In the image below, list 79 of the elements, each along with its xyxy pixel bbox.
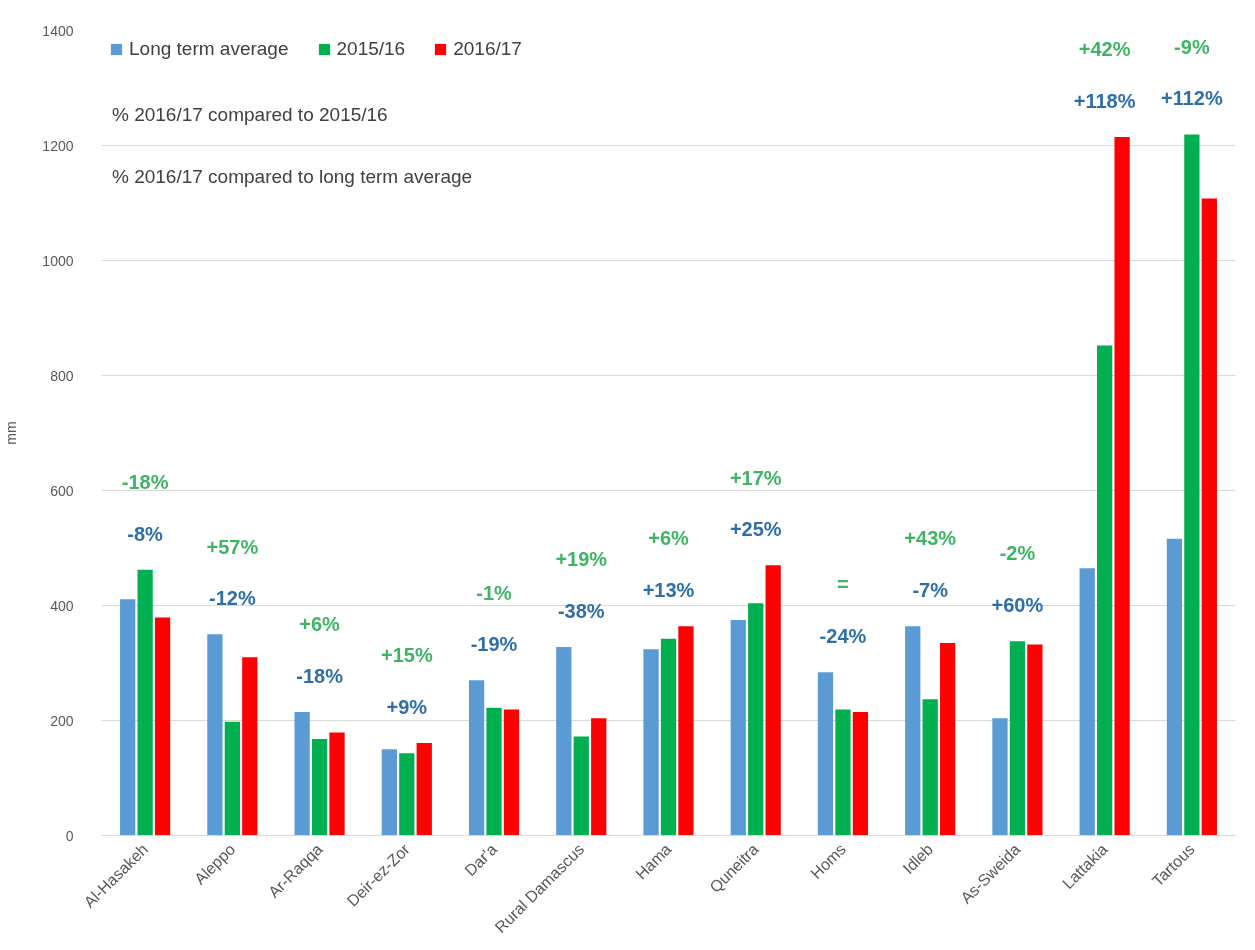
bar: [381, 749, 397, 836]
annotation: +9%: [386, 695, 428, 718]
annotation: +17%: [729, 466, 782, 489]
bar: [940, 642, 956, 836]
bar: [748, 603, 764, 836]
bar: [556, 646, 572, 836]
annotation: +43%: [904, 527, 957, 550]
bar: [765, 565, 781, 836]
bar: [835, 709, 851, 836]
bar: [817, 672, 834, 836]
bar: [416, 742, 432, 836]
bar: [678, 626, 694, 836]
annotation: +60%: [991, 593, 1044, 616]
bar: [1166, 538, 1183, 836]
bar: [468, 680, 485, 836]
annotation: -24%: [819, 624, 867, 647]
bar: [852, 711, 869, 836]
bar: [1079, 568, 1095, 836]
bar: [1027, 644, 1043, 836]
annotation: +57%: [206, 535, 259, 558]
annotation: -9%: [1174, 35, 1210, 58]
annotation: +15%: [380, 644, 433, 667]
annotation: % 2016/17 compared to long term average: [111, 165, 473, 187]
bar: [154, 617, 171, 836]
y-tick-label: 800: [50, 367, 74, 384]
y-tick-label: 200: [50, 712, 74, 729]
y-axis-title: mm: [3, 421, 20, 445]
bar: [399, 753, 415, 836]
bar: [329, 732, 345, 836]
bar: [137, 569, 153, 836]
bar: [643, 649, 659, 836]
bar: [730, 619, 746, 836]
y-tick-label: 0: [65, 827, 74, 844]
bar: [1097, 345, 1113, 836]
annotation: +25%: [729, 518, 782, 541]
bar: [503, 709, 520, 836]
annotation: -12%: [209, 587, 256, 610]
bar: [573, 736, 589, 836]
y-tick-label: 400: [50, 597, 74, 614]
bar: [922, 699, 938, 836]
annotation: +112%: [1161, 87, 1223, 110]
bar: [207, 634, 223, 836]
annotation: +42%: [1078, 38, 1131, 61]
bar: [1201, 198, 1217, 836]
legend-label: 2015/16: [336, 38, 406, 60]
annotation: +6%: [299, 613, 341, 636]
annotation: % 2016/17 compared to 2015/16: [111, 103, 388, 125]
bar: [992, 718, 1008, 836]
bar: [294, 711, 310, 836]
annotation: -19%: [470, 633, 518, 656]
bar: [486, 707, 502, 836]
annotation: -38%: [557, 599, 605, 622]
annotation: +13%: [642, 578, 695, 601]
legend-label: Long term average: [129, 38, 289, 60]
annotation: +19%: [555, 548, 608, 571]
bar: [1009, 641, 1026, 836]
y-tick-label: 1400: [42, 22, 74, 39]
bar: [1114, 136, 1130, 836]
annotation: +6%: [648, 527, 690, 550]
annotation: +118%: [1073, 89, 1136, 112]
legend-label: 2016/17: [453, 38, 522, 60]
bar: [120, 599, 136, 836]
bar: [224, 721, 240, 836]
annotation: -18%: [296, 664, 344, 687]
annotation: -18%: [121, 471, 169, 494]
annotation: -1%: [476, 581, 513, 604]
bar: [660, 638, 677, 836]
bar: [242, 657, 258, 836]
bar: [1184, 134, 1200, 836]
annotation: -8%: [127, 522, 164, 545]
y-tick-label: 1000: [42, 252, 74, 269]
bar: [905, 626, 921, 836]
bar: [311, 738, 328, 836]
annotation: -7%: [912, 578, 949, 601]
annotation: -2%: [999, 542, 1036, 565]
bar: [591, 718, 607, 836]
y-tick-label: 600: [50, 482, 74, 499]
annotation: =: [837, 573, 849, 596]
y-tick-label: 1200: [42, 137, 74, 154]
